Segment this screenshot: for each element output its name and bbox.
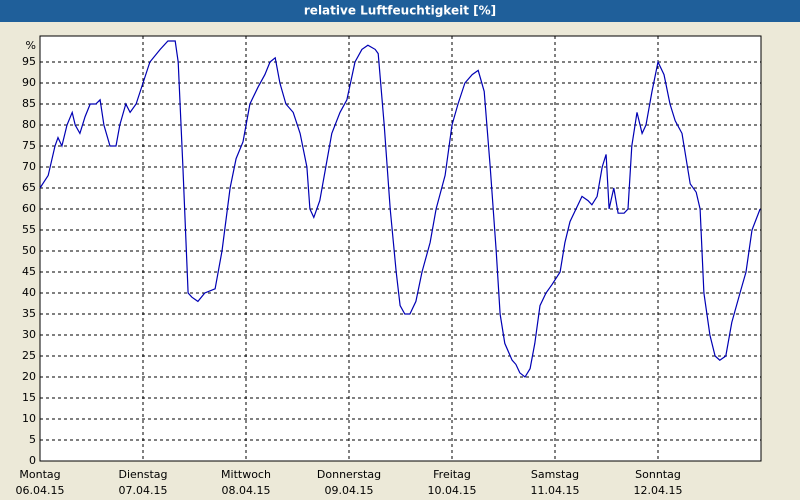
x-date-label: 10.04.15 <box>428 484 477 497</box>
y-tick-label: 85 <box>22 97 36 110</box>
y-tick-label: 25 <box>22 349 36 362</box>
y-tick-label: 90 <box>22 76 36 89</box>
x-tick-label: Mittwoch <box>221 468 271 481</box>
y-tick-label: 0 <box>29 454 36 467</box>
y-tick-label: 20 <box>22 370 36 383</box>
y-tick-label: 30 <box>22 328 36 341</box>
y-tick-label: 10 <box>22 412 36 425</box>
x-date-label: 09.04.15 <box>325 484 374 497</box>
plot-area <box>39 35 762 462</box>
x-date-label: 06.04.15 <box>16 484 65 497</box>
y-tick-label: 65 <box>22 181 36 194</box>
y-tick-label: 75 <box>22 139 36 152</box>
y-tick-label: 50 <box>22 244 36 257</box>
y-unit: % <box>26 39 36 52</box>
y-tick-label: 15 <box>22 391 36 404</box>
title-bar <box>0 0 800 22</box>
x-date-label: 12.04.15 <box>634 484 683 497</box>
x-tick-label: Samstag <box>531 468 579 481</box>
x-tick-label: Freitag <box>433 468 471 481</box>
y-tick-label: 95 <box>22 55 36 68</box>
x-date-label: 11.04.15 <box>531 484 580 497</box>
x-tick-label: Sonntag <box>635 468 681 481</box>
data-line <box>39 40 761 378</box>
chart-title: relative Luftfeuchtigkeit [%] <box>304 4 496 18</box>
y-tick-label: 5 <box>29 433 36 446</box>
y-tick-label: 70 <box>22 160 36 173</box>
x-tick-label: Dienstag <box>118 468 167 481</box>
y-tick-label: 35 <box>22 307 36 320</box>
x-date-label: 07.04.15 <box>119 484 168 497</box>
y-tick-label: 45 <box>22 265 36 278</box>
x-date-label: 08.04.15 <box>222 484 271 497</box>
y-tick-label: 80 <box>22 118 36 131</box>
x-tick-label: Montag <box>19 468 60 481</box>
y-tick-label: 55 <box>22 223 36 236</box>
y-tick-label: 40 <box>22 286 36 299</box>
y-tick-label: 60 <box>22 202 36 215</box>
x-tick-label: Donnerstag <box>317 468 381 481</box>
